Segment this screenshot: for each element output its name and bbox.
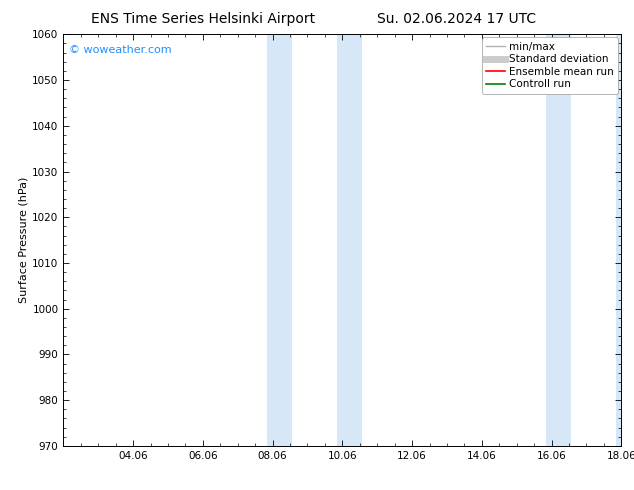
Y-axis label: Surface Pressure (hPa): Surface Pressure (hPa) — [18, 177, 28, 303]
Bar — [547, 34, 571, 446]
Legend: min/max, Standard deviation, Ensemble mean run, Controll run: min/max, Standard deviation, Ensemble me… — [482, 37, 618, 94]
Bar — [616, 34, 634, 446]
Text: © woweather.com: © woweather.com — [69, 45, 172, 54]
Text: ENS Time Series Helsinki Airport: ENS Time Series Helsinki Airport — [91, 12, 315, 26]
Bar — [337, 34, 361, 446]
Bar — [268, 34, 292, 446]
Text: Su. 02.06.2024 17 UTC: Su. 02.06.2024 17 UTC — [377, 12, 536, 26]
